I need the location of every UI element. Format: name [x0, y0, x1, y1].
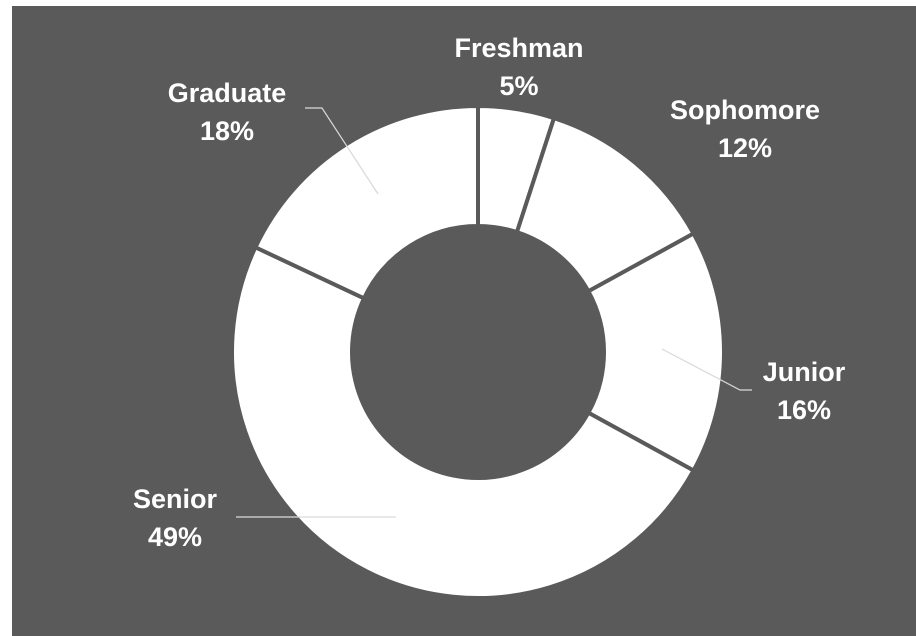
slice-value-senior: 49%: [148, 522, 202, 552]
donut-slices: [230, 103, 726, 600]
leader-line-junior: [661, 348, 752, 391]
slice-label-graduate: Graduate: [168, 78, 287, 108]
slice-label-sophomore: Sophomore: [670, 95, 820, 125]
slice-value-junior: 16%: [777, 395, 831, 425]
slice-value-graduate: 18%: [200, 116, 254, 146]
data-labels: Freshman 5% Sophomore 12% Junior 16% Sen…: [133, 33, 846, 552]
slice-value-sophomore: 12%: [718, 133, 772, 163]
slice-label-senior: Senior: [133, 484, 218, 514]
slice-value-freshman: 5%: [499, 71, 538, 101]
leader-line-graduate: [305, 107, 379, 195]
slice-label-freshman: Freshman: [454, 33, 583, 63]
slice-junior: [585, 230, 726, 474]
slice-graduate: [252, 103, 480, 302]
leader-lines: [236, 107, 752, 518]
slice-label-junior: Junior: [763, 357, 846, 387]
slice-senior: [230, 244, 697, 600]
